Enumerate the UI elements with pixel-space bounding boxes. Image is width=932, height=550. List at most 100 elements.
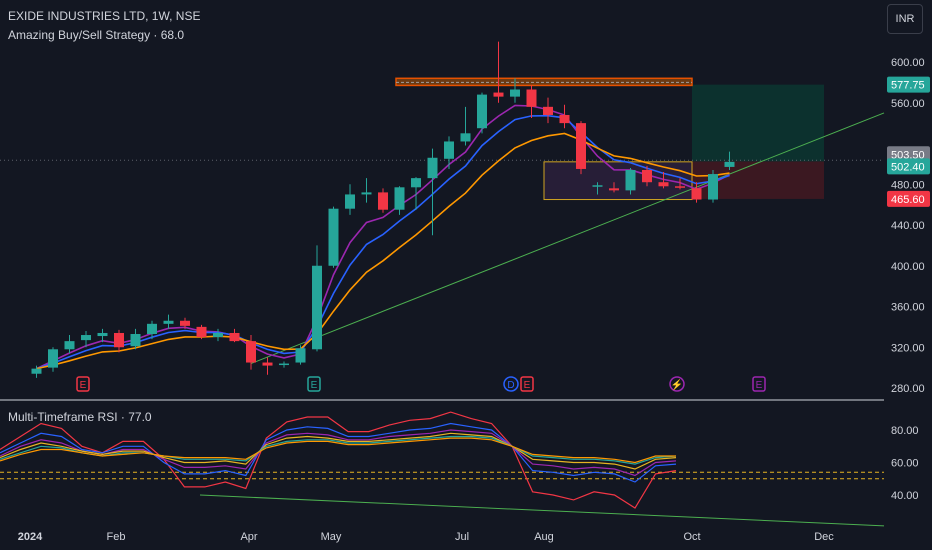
candle-body [724,161,735,167]
candle-body [163,320,174,324]
rsi-series-line [0,437,676,464]
candle-body [64,341,75,350]
rsi-trendline [199,494,885,527]
event-marker: E [520,376,534,392]
price-tag-label: 503.50 [891,149,925,161]
ema-mid-line [36,114,730,370]
time-tick-label: Dec [814,531,834,543]
candle-body [262,362,273,366]
time-tick-label: 2024 [18,531,43,543]
symbol-title: EXIDE INDUSTRIES LTD, 1W, NSE [8,9,201,23]
rsi-title[interactable]: Multi-Timeframe RSI · 77.0 [8,410,152,424]
candle-body [345,194,355,209]
time-axis: 2024 Feb Apr May Jul Aug Oct Dec [18,531,835,543]
candle-body [510,89,520,97]
event-markers: E E D E ⚡ E [76,376,766,392]
currency-button[interactable]: INR [887,4,923,34]
price-tag-label: 577.75 [891,80,925,92]
event-marker: E [307,376,321,392]
candle-body [279,363,289,366]
svg-text:E: E [80,380,87,391]
candlesticks [31,41,735,378]
candle-body [295,348,306,363]
svg-text:E: E [311,380,318,391]
price-tag-label: 465.60 [891,194,925,206]
ema-fast-line [36,104,730,370]
position-boxes [0,77,884,201]
price-tick-label: 600.00 [891,57,925,69]
price-tick-label: 480.00 [891,179,925,191]
rsi-series-line [0,429,677,477]
target-zone [692,84,824,162]
candle-body [493,92,504,97]
svg-text:E: E [756,380,763,391]
candle-body [328,208,339,266]
svg-text:D: D [507,380,514,391]
candle-body [576,123,586,169]
rsi-series-line [0,435,677,465]
candle-body [460,133,471,142]
time-tick-label: Feb [107,531,126,543]
candle-body [196,326,207,338]
time-tick-label: Apr [240,531,257,543]
candle-body [559,114,570,124]
candle-body [147,323,157,335]
event-marker: E [76,376,90,392]
price-tick-label: 280.00 [891,383,925,395]
candle-body [642,169,652,183]
price-tag-bg [887,158,930,175]
price-tick-label: 560.00 [891,98,925,110]
candle-body [477,94,487,129]
rsi-tick-label: 60.00 [891,458,919,470]
candle-body [691,188,702,200]
candle-body [48,349,58,368]
time-tick-label: Oct [683,531,700,543]
rsi-series-line [0,432,677,470]
candle-body [312,265,322,350]
candle-body [97,332,108,337]
candle-body [444,141,454,159]
price-trendline [250,112,885,365]
candle-body [411,178,421,188]
candle-body [658,182,669,187]
rsi-series-line [0,422,677,483]
candle-body [675,186,685,188]
event-marker: D [503,376,519,392]
price-tag-bg [887,146,930,163]
candle-body [394,187,405,210]
candle-body [592,185,603,187]
time-tick-label: Aug [534,531,554,543]
candle-body [543,106,553,115]
price-axis: 280.00 320.00 360.00 400.00 440.00 480.00 560.… [887,57,930,502]
rsi-tick-label: 80.00 [891,425,919,437]
candle-body [526,89,537,107]
time-tick-label: Jul [455,531,469,543]
candle-body [427,157,438,179]
time-tick-label: May [321,531,342,543]
price-tick-label: 320.00 [891,342,925,354]
candle-body [31,368,42,374]
candle-body [625,169,636,191]
price-tick-label: 360.00 [891,302,925,314]
rsi-series-line [0,411,677,509]
candle-body [180,320,190,326]
price-tag-bg [887,76,930,93]
price-tag-bg [887,190,930,207]
candle-body [130,334,141,347]
candle-body [361,192,372,195]
strategy-label[interactable]: Amazing Buy/Sell Strategy · 68.0 [8,28,185,42]
price-tick-label: 440.00 [891,220,925,232]
event-marker: ⚡ [669,376,685,392]
trendlines [199,112,885,527]
candle-body [246,341,256,363]
ema-slow-line [36,132,730,370]
resistance-zone [395,77,693,87]
candle-body [81,335,91,341]
svg-text:E: E [524,380,531,391]
price-tick-label: 400.00 [891,261,925,273]
price-tag-label: 502.40 [891,161,925,173]
candle-body [609,188,619,191]
rsi-lines [0,411,884,509]
rsi-tick-label: 40.00 [891,490,919,502]
candle-body [114,332,124,348]
